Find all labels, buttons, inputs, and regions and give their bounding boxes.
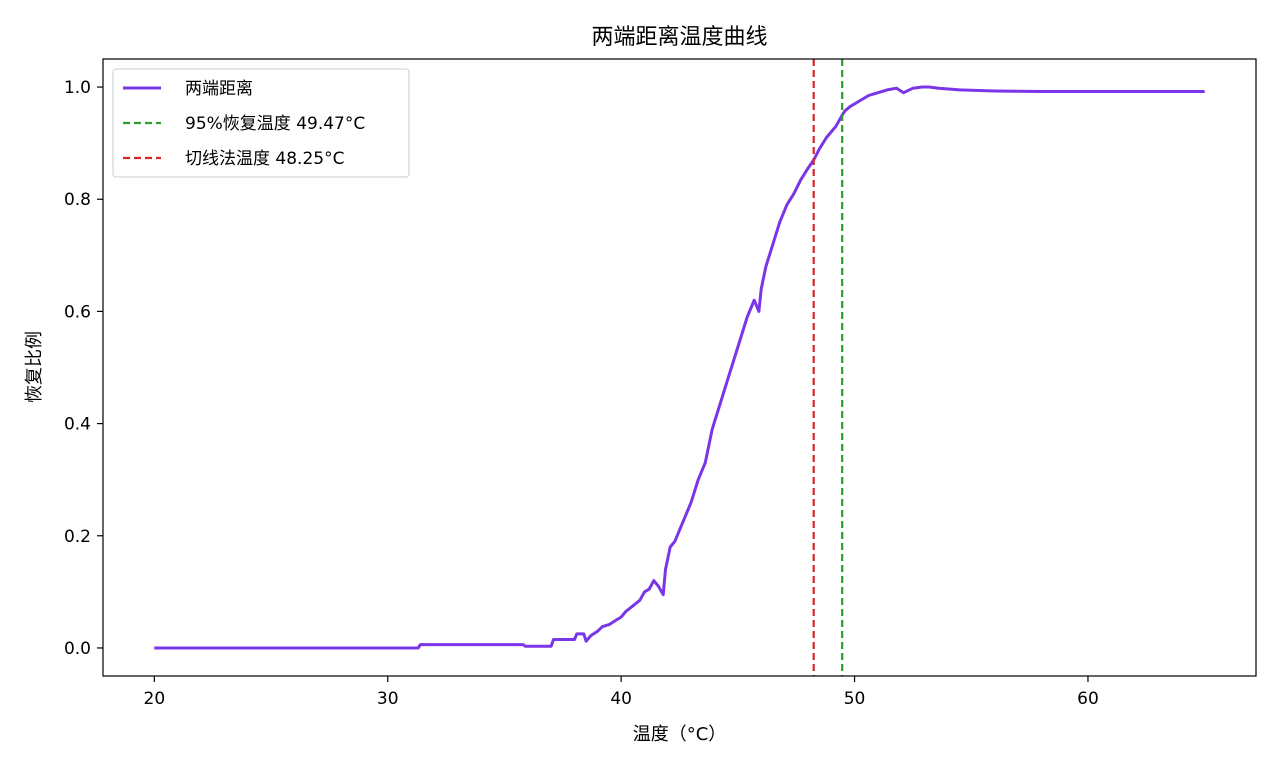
x-tick-label: 30 [377,689,399,709]
x-tick-label: 60 [1077,689,1099,709]
y-tick-label: 1.0 [64,78,91,98]
line-series-0 [154,85,1205,650]
y-tick-label: 0.6 [64,302,91,322]
chart-title: 两端距离温度曲线 [591,25,767,50]
legend-box [112,68,410,178]
y-tick-label: 0.4 [64,415,91,435]
x-tick-label: 40 [610,689,632,709]
y-axis-label: 恢复比例 [24,331,45,403]
y-tick-label: 0.2 [64,527,91,547]
legend-label-2: 切线法温度 48.25°C [185,149,344,169]
x-tick-label: 20 [144,689,166,709]
plot-frame [102,58,1257,677]
legend-label-1: 95%恢复温度 49.47°C [185,114,365,134]
y-tick-label: 0.0 [64,639,91,659]
legend: 两端距离 95%恢复温度 49.47°C 切线法温度 48.25°C [112,68,410,178]
x-tick-label: 50 [844,689,866,709]
x-axis-label: 温度（°C） [633,724,727,745]
y-tick-label: 0.8 [64,190,91,210]
legend-label-0: 两端距离 [185,79,253,99]
